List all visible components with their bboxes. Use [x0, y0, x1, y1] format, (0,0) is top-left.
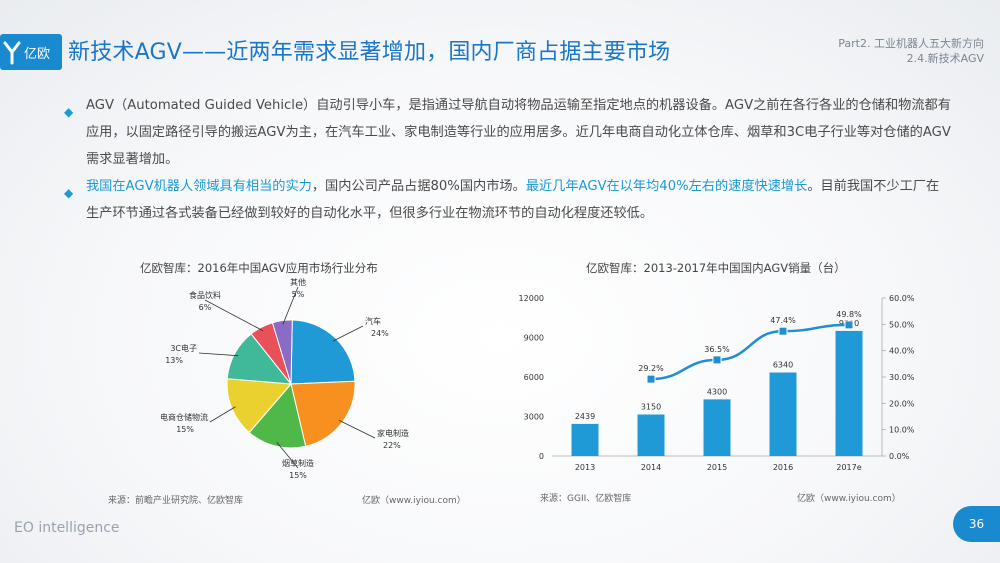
pie-slice [248, 382, 307, 449]
bar-credit: 亿欧（www.iyiou.com） [797, 494, 901, 504]
pie-value-label: 24% [371, 329, 389, 338]
bullet-item: ◆ 我国在AGV机器人领域具有相当的实力，国内公司产品占据80%国内市场。最近几… [62, 173, 952, 227]
pie-value-label: 13% [165, 356, 183, 365]
pie-chart: 汽车 24% 家电制造 22% 烟草制造 15% 电商仓储物流 15% 3C电子 13% 食品饮料 6… [160, 278, 409, 480]
bar [769, 372, 797, 456]
diamond-bullet-icon: ◆ [64, 105, 74, 119]
growth-value-label: 47.4% [770, 316, 796, 325]
bar-value-label: 6340 [773, 361, 793, 370]
growth-value-label: 36.5% [704, 345, 730, 354]
pie-category-label: 食品饮料 [189, 290, 221, 300]
x-tick-label: 2015 [707, 463, 727, 472]
pie-leader-line [282, 286, 299, 325]
bar [571, 423, 599, 456]
highlight-text: 我国在AGV机器人领域具有相当的实力 [86, 179, 312, 194]
logo-mark: 亿欧 [0, 34, 62, 70]
bullet-text: AGV（Automated Guided Vehicle）自动引导小车，是指通过… [86, 98, 951, 167]
section-label: Part2. 工业机器人五大新方向 2.4.新技术AGV [838, 36, 984, 66]
bar-value-label: 2439 [575, 412, 595, 421]
diamond-bullet-icon: ◆ [64, 186, 74, 200]
bar [835, 330, 863, 456]
y-left-tick-label: 6000 [524, 373, 544, 382]
bullet-text: 。目前我国不少工厂在生产环节通过各式装备已经做到较好的自动化水平，但很多行业在物… [86, 179, 940, 221]
bar-chart-title: 亿欧智库：2013-2017年中国国内AGV销量（台） [586, 261, 846, 275]
x-tick-label: 2013 [575, 463, 595, 472]
yiou-logo: 亿欧 [0, 34, 62, 70]
bullet-text: ，国内公司产品占据80%国内市场。 [311, 179, 526, 194]
growth-line [650, 323, 850, 381]
bar-value-label: 3150 [641, 403, 661, 412]
pie-leader-line [209, 406, 236, 423]
pie-slice [271, 319, 293, 385]
pie-leader-line [198, 352, 239, 357]
pie-slice [226, 378, 293, 434]
y-right-tick-label: 30.0% [889, 373, 915, 382]
bullet-item: ◆ AGV（Automated Guided Vehicle）自动引导小车，是指… [62, 92, 952, 173]
logo-text: 亿欧 [24, 47, 50, 62]
bar-source: 来源：GGII、亿欧智库 [540, 494, 632, 504]
pie-value-label: 22% [383, 441, 401, 450]
y-right-tick-label: 40.0% [889, 347, 915, 356]
x-tick-label: 2014 [641, 463, 661, 472]
growth-value-label: 29.2% [638, 364, 664, 373]
pie-leader-line [204, 299, 264, 332]
pie-slice [290, 319, 356, 385]
pie-leader-line [276, 442, 299, 469]
growth-marker [778, 326, 788, 336]
pie-category-label: 家电制造 [377, 428, 409, 438]
y-left-tick-label: 12000 [519, 294, 544, 303]
pie-category-label: 其他 [290, 278, 306, 287]
highlight-text: 最近几年AGV在以年均40%左右的速度快速增长 [525, 179, 808, 194]
y-right-tick-label: 10.0% [889, 426, 915, 435]
footer-brand: EO intelligence [14, 520, 120, 536]
pie-category-label: 3C电子 [170, 343, 197, 353]
pie-slice [290, 380, 356, 447]
bullet-list: ◆ AGV（Automated Guided Vehicle）自动引导小车，是指… [62, 92, 952, 227]
y-left-tick-label: 0 [539, 452, 544, 461]
y-right-tick-label: 0.0% [889, 452, 910, 461]
pie-category-label: 汽车 [365, 316, 381, 326]
y-right-tick-label: 50.0% [889, 320, 915, 329]
pie-category-label: 烟草制造 [282, 458, 314, 468]
y-left-tick-label: 9000 [524, 334, 544, 343]
page-title: 新技术AGV——近两年需求显著增加，国内厂商占据主要市场 [68, 40, 671, 65]
pie-credit: 亿欧（www.iyiou.com） [362, 496, 466, 506]
pie-source: 来源：前瞻产业研究院、亿欧智库 [108, 496, 244, 506]
y-right-tick-label: 60.0% [889, 294, 915, 303]
y-right-tick-label: 20.0% [889, 399, 915, 408]
pie-leader-line [332, 325, 364, 342]
growth-marker [712, 355, 722, 365]
growth-value-label: 49.8% [836, 310, 862, 319]
section-part: Part2. 工业机器人五大新方向 [838, 37, 984, 50]
pie-value-label: 15% [176, 425, 194, 434]
bar-value-label: 4300 [707, 387, 727, 396]
bar-line-chart: 0 3000 6000 9000 12000 0.0% 10.0% 20.0% 30.0% 40.… [519, 294, 915, 472]
pie-value-label: 5% [292, 290, 305, 299]
page-number: 36 [953, 506, 1000, 542]
growth-marker [646, 374, 656, 384]
pie-leader-line [338, 419, 376, 439]
section-sub: 2.4.新技术AGV [906, 52, 984, 65]
pie-value-label: 6% [199, 303, 212, 312]
pie-value-label: 15% [289, 471, 307, 480]
pie-chart-title: 亿欧智库：2016年中国AGV应用市场行业分布 [140, 261, 378, 275]
x-tick-label: 2017e [836, 463, 861, 472]
y-left-tick-label: 3000 [524, 413, 544, 422]
growth-marker [844, 320, 854, 330]
bar [637, 414, 665, 456]
bar [703, 399, 731, 456]
pie-category-label: 电商仓储物流 [160, 412, 208, 422]
x-tick-label: 2016 [773, 463, 793, 472]
